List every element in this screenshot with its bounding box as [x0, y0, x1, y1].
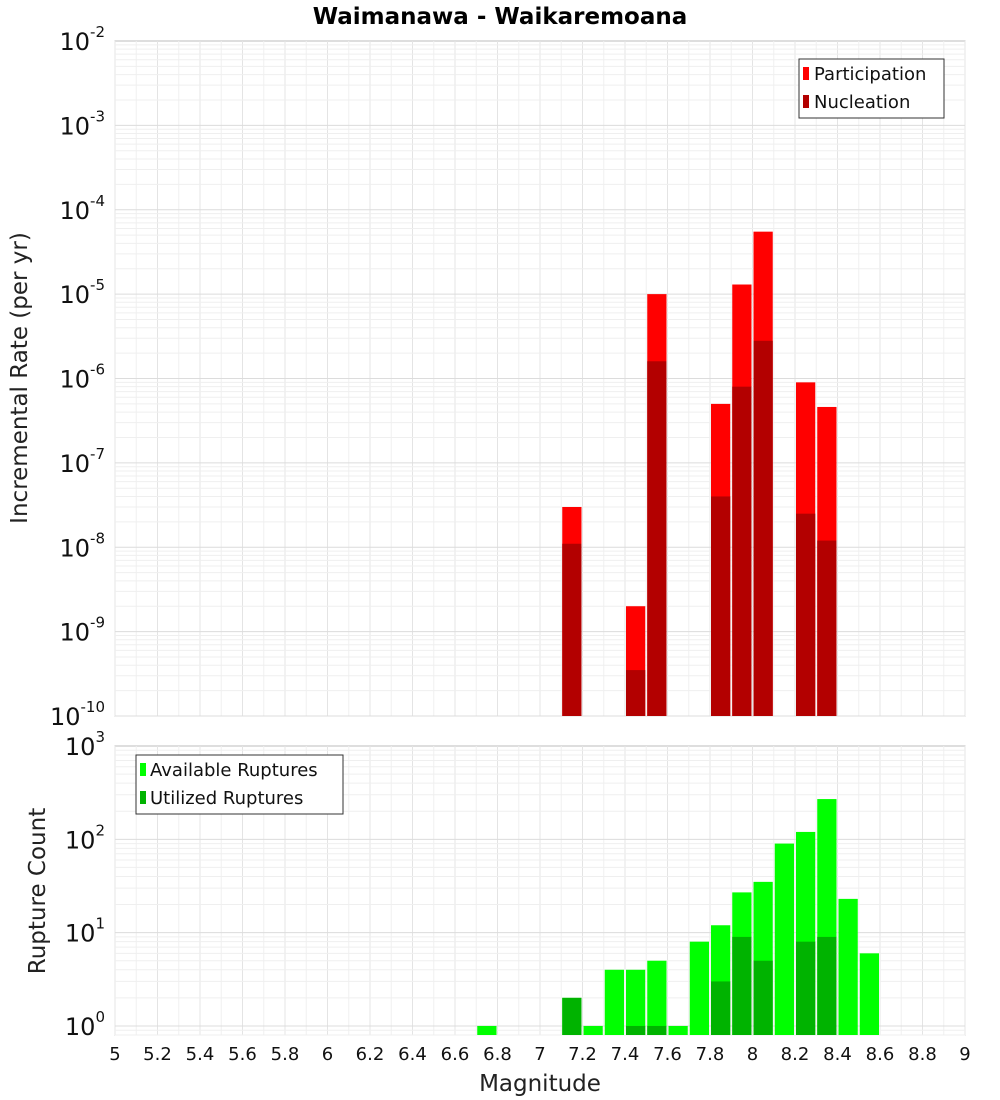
x-tick-label: 8.8	[908, 1044, 937, 1065]
bottom-y-tick-labels: 100 101 102 103	[65, 728, 105, 1041]
x-tick-label: 6.2	[356, 1044, 385, 1065]
bar-nucleation-8.25	[796, 513, 816, 716]
x-tick-label: 5.2	[143, 1044, 172, 1065]
x-tick-label: 8.4	[823, 1044, 852, 1065]
y-tick-label: 10-7	[59, 445, 105, 478]
bar-nucleation-7.55	[647, 361, 667, 716]
bar-available-7.55	[647, 960, 667, 1035]
bar-utilized-7.85	[711, 981, 731, 1035]
bar-utilized-8.05	[753, 960, 773, 1035]
legend-label-nucleation: Nucleation	[814, 92, 910, 113]
bar-available-8.55	[859, 953, 879, 1035]
bar-available-8.15	[774, 843, 794, 1035]
x-tick-label: 8	[747, 1044, 758, 1065]
bar-utilized-7.55	[647, 1025, 667, 1035]
x-tick-label: 7.6	[653, 1044, 682, 1065]
top-bars	[562, 231, 837, 716]
legend-swatch-available	[140, 763, 146, 776]
x-tick-label: 6.8	[483, 1044, 512, 1065]
bar-available-7.75	[689, 941, 709, 1035]
bar-utilized-7.45	[626, 1025, 646, 1035]
y-tick-label: 103	[65, 728, 105, 761]
x-tick-label: 7.4	[611, 1044, 640, 1065]
bar-utilized-7.15	[562, 997, 582, 1035]
y-tick-label: 10-5	[59, 276, 105, 309]
top-y-axis-label: Incremental Rate (per yr)	[7, 232, 33, 524]
bottom-bars	[477, 799, 879, 1035]
x-tick-label: 7.8	[696, 1044, 725, 1065]
bar-utilized-8.25	[796, 941, 816, 1035]
x-tick-label: 6.6	[441, 1044, 470, 1065]
legend-swatch-nucleation	[803, 95, 809, 108]
x-tick-label: 6.4	[398, 1044, 427, 1065]
y-tick-label: 10-4	[59, 192, 105, 225]
bar-nucleation-8.05	[753, 340, 773, 716]
legend-swatch-participation	[803, 67, 809, 80]
y-tick-label: 10-2	[59, 23, 105, 56]
x-tick-label: 5.6	[228, 1044, 257, 1065]
legend-swatch-utilized	[140, 791, 146, 804]
top-legend-box	[798, 58, 945, 119]
x-tick-label: 5	[109, 1044, 120, 1065]
bottom-y-axis-label: Rupture Count	[25, 808, 51, 974]
bar-available-6.75	[477, 1025, 497, 1035]
x-tick-label: 6	[322, 1044, 333, 1065]
bar-available-7.45	[626, 969, 646, 1035]
y-tick-label: 100	[65, 1008, 105, 1041]
x-tick-labels: 5 5.2 5.4 5.6 5.8 6 6.2 6.4 6.6 6.8 7 7.2 7.4 7.6 7.8 8…	[109, 1044, 970, 1065]
x-tick-label: 7	[534, 1044, 545, 1065]
y-tick-label: 102	[65, 821, 105, 854]
x-tick-label: 7.2	[568, 1044, 597, 1065]
chart-title: Waimanawa - Waikaremoana	[313, 4, 688, 30]
bar-nucleation-7.85	[711, 496, 731, 716]
top-legend: Participation Nucleation	[798, 58, 945, 119]
bar-available-8.45	[838, 898, 858, 1035]
x-axis-label: Magnitude	[479, 1071, 601, 1097]
x-tick-label: 5.8	[271, 1044, 300, 1065]
y-tick-label: 10-6	[59, 361, 105, 394]
y-tick-label: 101	[65, 915, 105, 948]
y-tick-label: 10-3	[59, 107, 105, 140]
bottom-legend-box	[135, 754, 344, 815]
bar-available-7.35	[604, 969, 624, 1035]
bar-utilized-8.35	[817, 936, 837, 1035]
top-y-tick-labels: 10-10 10-9 10-8 10-7 10-6 10-5 10-4 10-3 10-2	[50, 23, 105, 731]
y-tick-label: 10-10	[50, 698, 105, 731]
bar-utilized-7.95	[732, 936, 752, 1035]
x-tick-label: 5.4	[186, 1044, 215, 1065]
bar-available-7.65	[668, 1025, 688, 1035]
bottom-panel: 100 101 102 103 5 5.2 5.4 5.6 5.8 6 6.2 6.4 6.6 6.8 7…	[25, 728, 971, 1097]
top-grid	[114, 41, 966, 717]
y-tick-label: 10-8	[59, 529, 105, 562]
bar-nucleation-7.45	[626, 670, 646, 716]
bottom-legend: Available Ruptures Utilized Ruptures	[135, 754, 344, 815]
legend-label-utilized: Utilized Ruptures	[150, 788, 303, 809]
x-tick-label: 8.6	[866, 1044, 895, 1065]
legend-label-available: Available Ruptures	[150, 760, 318, 781]
bar-nucleation-8.35	[817, 540, 837, 716]
y-tick-label: 10-9	[59, 614, 105, 647]
bar-nucleation-7.15	[562, 543, 582, 716]
bar-nucleation-7.95	[732, 386, 752, 716]
x-tick-label: 9	[959, 1044, 970, 1065]
legend-label-participation: Participation	[814, 64, 926, 85]
top-panel: 10-10 10-9 10-8 10-7 10-6 10-5 10-4 10-3 10-2 In…	[7, 23, 966, 731]
bar-available-7.25	[583, 1025, 603, 1035]
x-tick-label: 8.2	[781, 1044, 810, 1065]
